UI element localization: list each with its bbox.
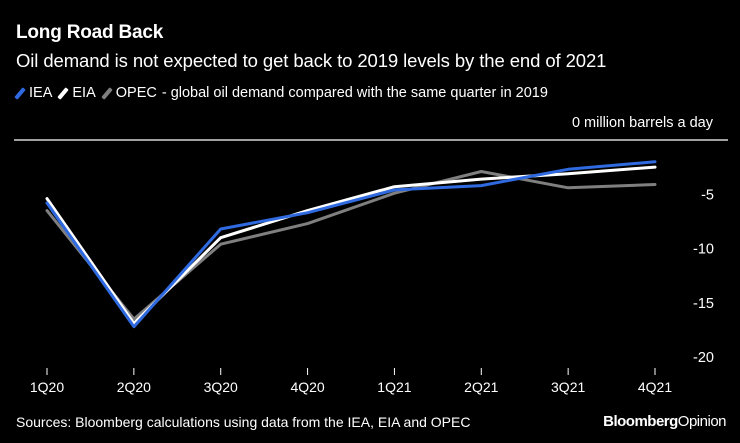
legend-label-iea: IEA <box>29 85 53 101</box>
source-note: Sources: Bloomberg calculations using da… <box>16 414 471 430</box>
legend-item-opec: OPEC - global oil demand compared with t… <box>101 85 548 101</box>
bloomberg-opinion-logo: BloombergOpinion <box>603 413 726 430</box>
x-tick-label: 1Q21 <box>377 379 411 395</box>
x-axis-ticks: 1Q20 2Q20 3Q20 4Q20 1Q21 2Q21 3Q21 4Q21 <box>30 368 672 395</box>
x-tick-label: 4Q20 <box>290 379 324 395</box>
x-tick-label: 3Q20 <box>204 379 238 395</box>
brand-sub: Opinion <box>677 413 727 430</box>
y-axis-unit-label: 0 million barrels a day <box>571 115 713 131</box>
x-tick-label: 3Q21 <box>551 379 585 395</box>
y-tick-label: -15 <box>693 296 714 312</box>
x-tick-label: 2Q21 <box>464 379 498 395</box>
chart-title: Long Road Back <box>16 22 164 43</box>
y-axis-ticks: -5 -10 -15 -20 <box>693 187 714 366</box>
y-tick-label: -20 <box>693 350 714 366</box>
chart-legend: IEA EIA OPEC - global oil demand compare… <box>14 85 555 101</box>
series-line-opec <box>45 170 657 321</box>
series-lines <box>45 160 657 329</box>
x-tick-label: 1Q20 <box>30 379 64 395</box>
chart-subtitle: Oil demand is not expected to get back t… <box>16 50 607 71</box>
legend-item-eia: EIA <box>57 85 96 101</box>
y-tick-label: -5 <box>701 187 714 203</box>
series-line-iea <box>45 160 657 329</box>
legend-suffix: - global oil demand compared with the sa… <box>161 85 548 101</box>
series-line-eia <box>45 165 657 325</box>
x-tick-label: 2Q20 <box>117 379 151 395</box>
legend-item-iea: IEA <box>14 85 53 101</box>
legend-label-eia: EIA <box>72 85 96 101</box>
y-tick-label: -10 <box>693 242 714 258</box>
x-tick-label: 4Q21 <box>638 379 672 395</box>
brand-main: Bloomberg <box>603 413 678 430</box>
legend-label-opec: OPEC <box>115 85 157 101</box>
